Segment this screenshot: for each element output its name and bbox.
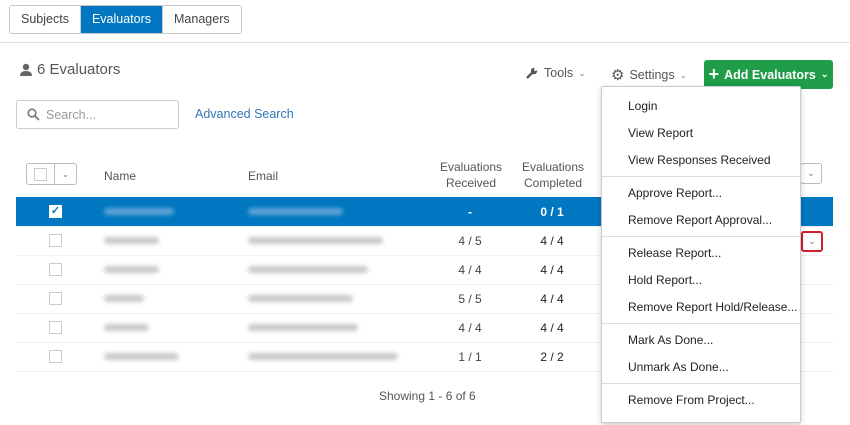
tab-managers[interactable]: Managers [163,6,241,33]
row-checkbox[interactable] [49,292,62,305]
evaluations-completed: 4 / 4 [540,263,564,277]
menu-divider [602,176,800,177]
row-divider [16,284,833,285]
page-title: 6 Evaluators [19,61,120,78]
add-evaluators-label: Add Evaluators [724,67,816,82]
menu-item[interactable]: Login [628,99,658,113]
column-header-received[interactable]: Evaluations Received [440,160,503,190]
evaluations-received: 4 / 4 [458,321,482,335]
row-checkbox[interactable] [49,350,62,363]
table-row[interactable]: 1 / 1 2 / 2 [16,342,833,371]
menu-item[interactable]: Remove From Project... [628,393,755,407]
table-row[interactable]: 4 / 4 4 / 4 [16,313,833,342]
search-icon [27,108,40,121]
email-cell-redacted [248,295,353,302]
row-checkbox[interactable]: ✓ [49,205,62,218]
chevron-down-icon: ⌄ [679,69,688,80]
evaluator-count: 6 Evaluators [37,61,121,78]
tools-button[interactable]: Tools ⌄ [525,66,586,80]
row-divider [16,342,833,343]
menu-item[interactable]: Hold Report... [628,273,703,287]
settings-button[interactable]: ⚙ Settings ⌄ [611,66,687,84]
name-cell-redacted [104,266,159,273]
search-box[interactable] [16,100,179,129]
tab-bar: Subjects Evaluators Managers [9,5,242,34]
tab-subjects[interactable]: Subjects [10,6,81,33]
menu-item[interactable]: Release Report... [628,246,722,260]
gear-icon: ⚙ [611,67,625,84]
row-checkbox[interactable] [49,263,62,276]
table-row[interactable]: 4 / 4 4 / 4 [16,255,833,284]
row-divider [16,371,833,372]
name-cell-redacted [104,237,159,244]
row-actions-menu: Login View Report View Responses Received A… [601,86,801,423]
column-header-email[interactable]: Email [248,169,279,183]
name-cell-redacted [104,324,149,331]
name-cell-redacted [104,208,174,215]
table-row[interactable]: 5 / 5 4 / 4 [16,284,833,313]
pagination-status: Showing 1 - 6 of 6 [379,389,476,403]
email-cell-redacted [248,324,358,331]
person-icon [20,63,32,76]
menu-item[interactable]: Remove Report Approval... [628,213,773,227]
column-header-name[interactable]: Name [104,169,137,183]
menu-item[interactable]: Remove Report Hold/Release... [628,300,798,314]
chevron-down-icon: ⌄ [820,69,829,79]
menu-item[interactable]: Mark As Done... [628,333,714,347]
settings-label: Settings [629,68,675,82]
chevron-down-icon[interactable]: ⌄ [54,164,76,184]
column-options-button[interactable]: ⌄ [800,163,822,184]
table-row[interactable]: 4 / 5 4 / 4 [16,226,833,255]
chevron-down-icon: ⌄ [578,67,586,78]
evaluations-received: - [468,205,472,219]
menu-item[interactable]: View Responses Received [628,153,771,167]
select-all-checkbox[interactable] [34,168,47,181]
divider [0,42,850,43]
evaluations-received: 4 / 4 [458,263,482,277]
email-cell-redacted [248,237,383,244]
email-cell-redacted [248,266,368,273]
wrench-icon [526,67,538,79]
menu-divider [602,323,800,324]
evaluations-received: 1 / 1 [458,350,482,364]
advanced-search-link[interactable]: Advanced Search [195,107,294,121]
select-all-control[interactable]: ⌄ [26,163,77,185]
tools-label: Tools [544,66,574,80]
email-cell-redacted [248,353,398,360]
row-actions-button[interactable]: ⌄ [801,231,823,252]
evaluations-completed: 4 / 4 [540,234,564,248]
menu-item[interactable]: View Report [628,126,694,140]
name-cell-redacted [104,295,144,302]
evaluations-completed: 4 / 4 [540,321,564,335]
evaluations-received: 5 / 5 [458,292,482,306]
tab-evaluators[interactable]: Evaluators [80,6,164,33]
evaluations-completed: 4 / 4 [540,292,564,306]
search-input[interactable] [46,107,166,122]
row-divider [16,255,833,256]
menu-divider [602,236,800,237]
evaluations-completed: 2 / 2 [540,350,564,364]
evaluations-received: 4 / 5 [458,234,482,248]
row-checkbox[interactable] [49,234,62,247]
column-header-completed[interactable]: Evaluations Completed [521,160,585,190]
add-evaluators-button[interactable]: + Add Evaluators ⌄ [704,60,833,89]
evaluations-completed: 0 / 1 [540,205,564,219]
row-checkbox[interactable] [49,321,62,334]
plus-icon: + [708,64,720,84]
row-divider [16,313,833,314]
menu-item[interactable]: Approve Report... [628,186,723,200]
name-cell-redacted [104,353,179,360]
menu-item[interactable]: Unmark As Done... [628,360,729,374]
row-divider [16,226,833,227]
menu-divider [602,383,800,384]
email-cell-redacted [248,208,343,215]
